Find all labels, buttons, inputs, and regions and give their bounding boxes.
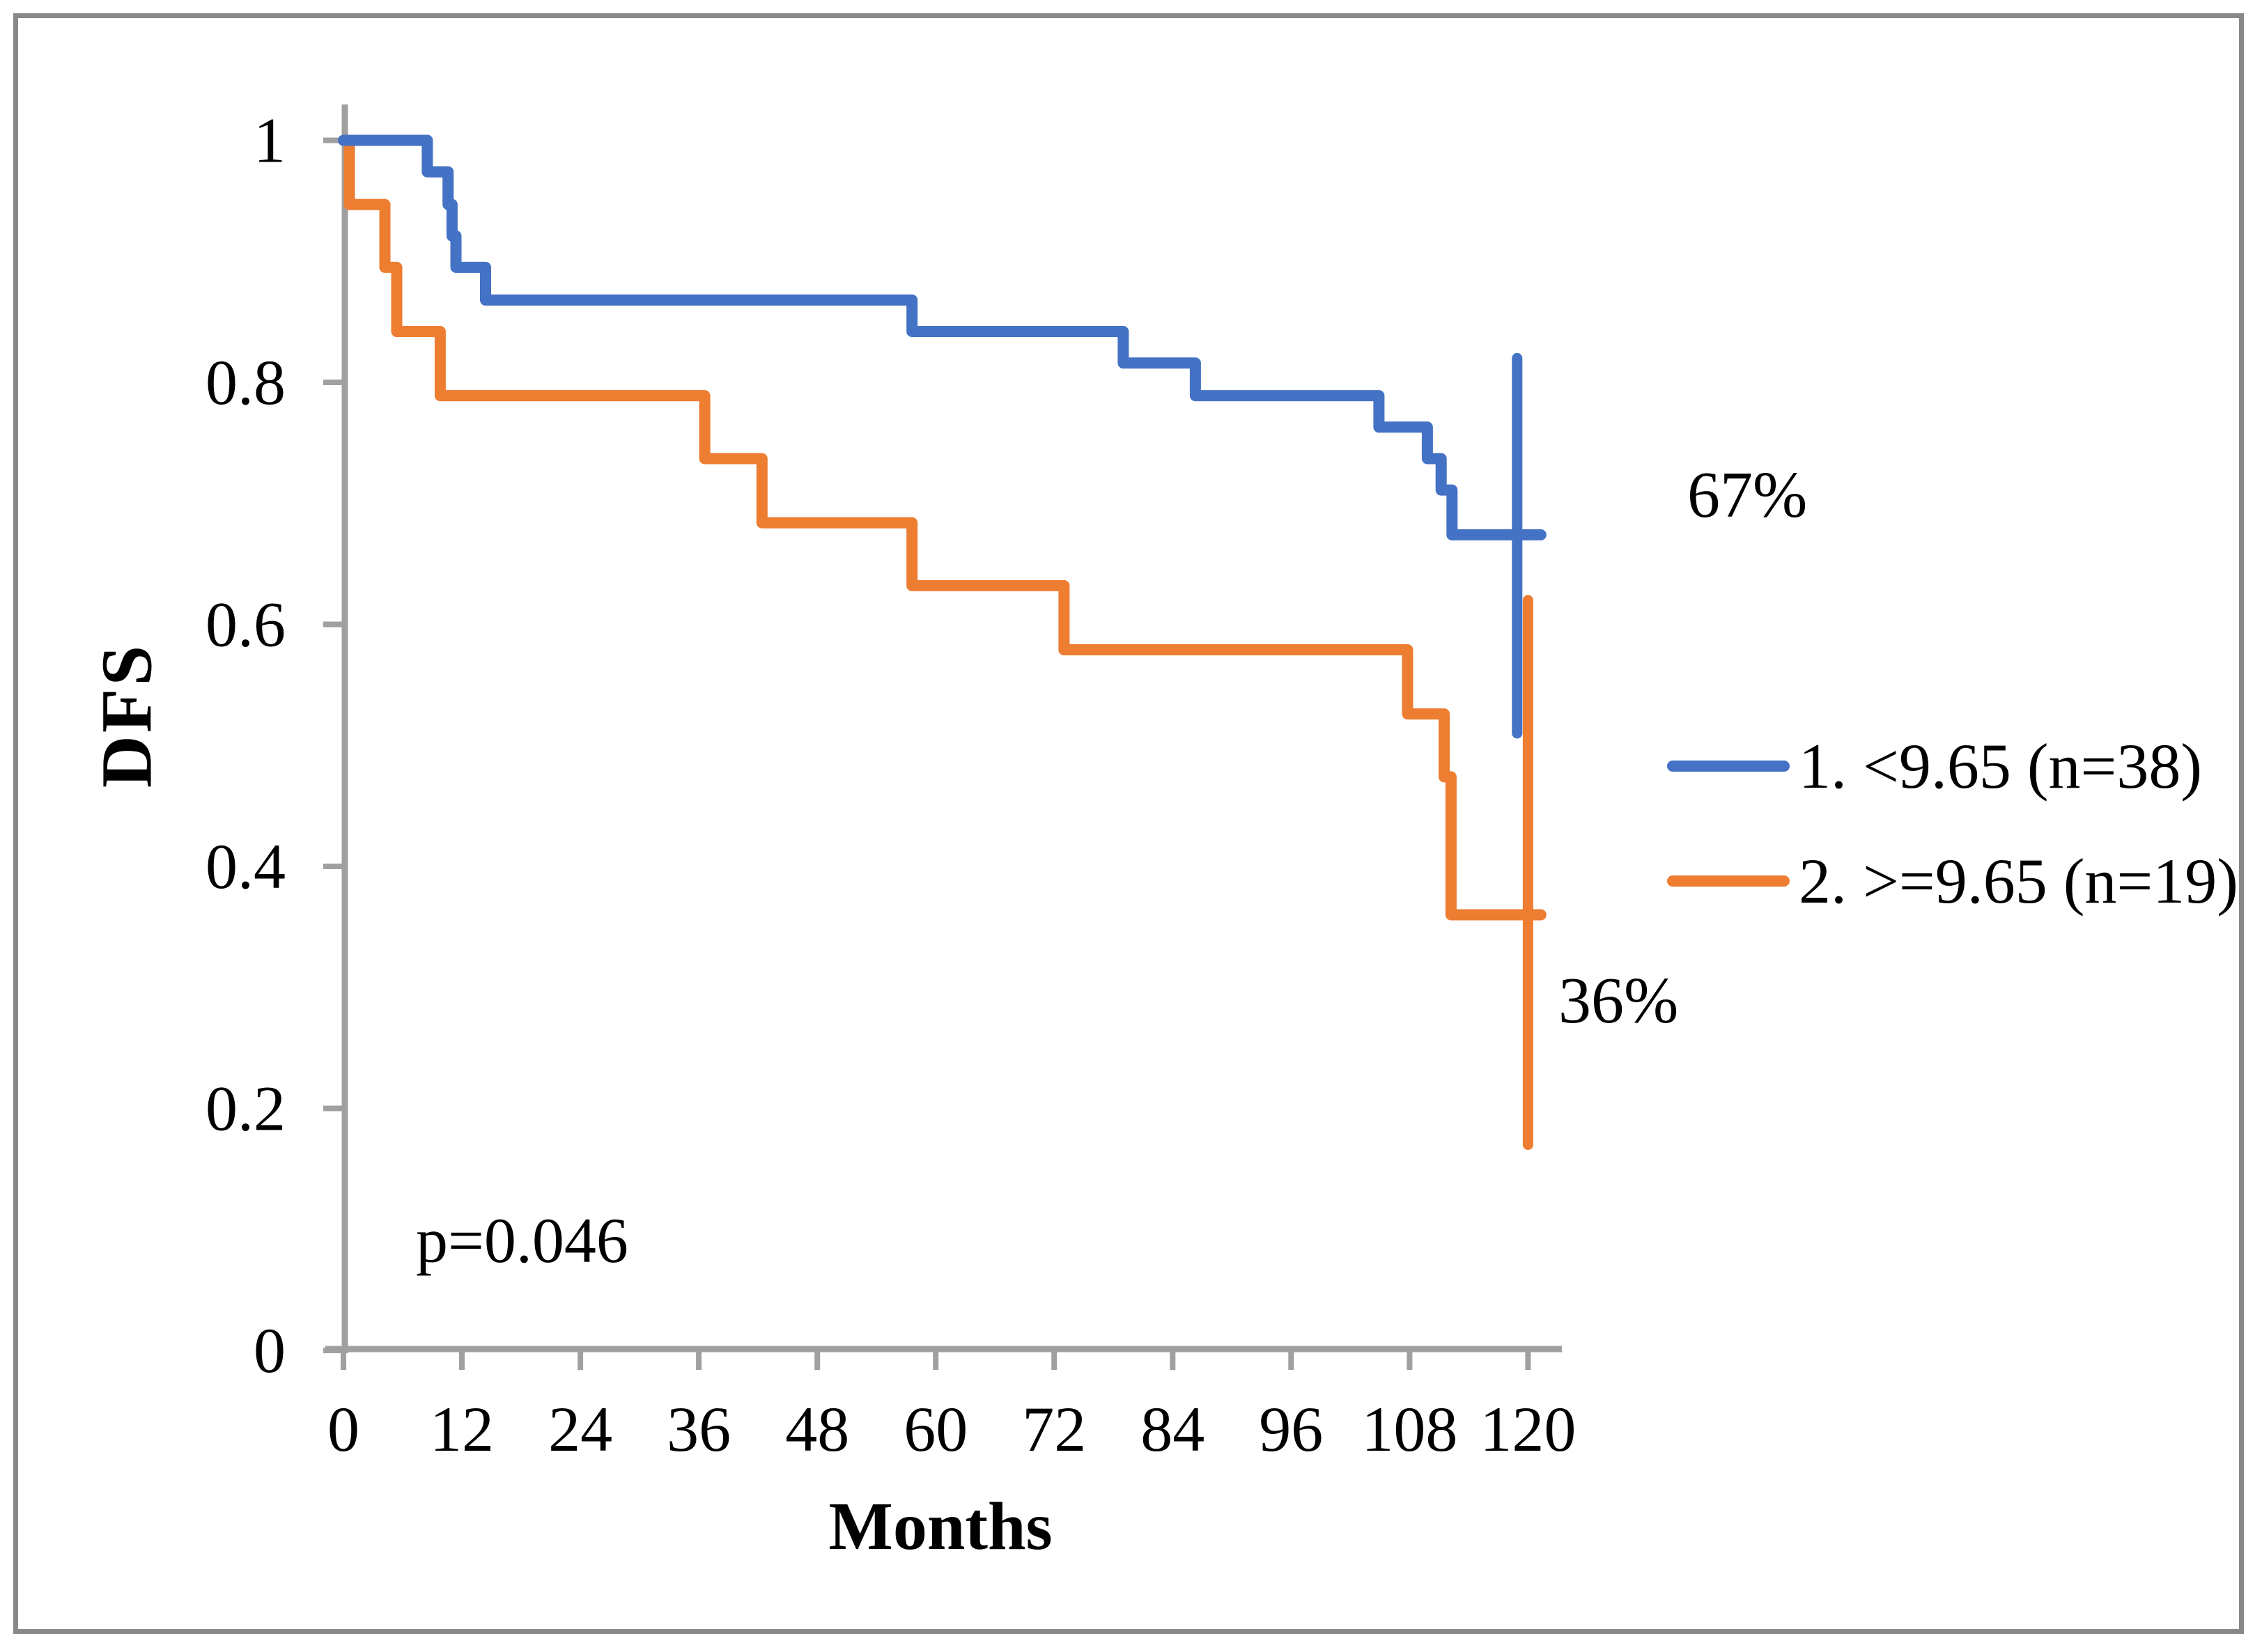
group1-final-percent-annotation: 67% [1687,459,1808,531]
y-tick-label: 0.2 [206,1073,286,1144]
y-tick-label: 0.4 [206,831,286,902]
y-tick-label: 0.8 [206,347,286,418]
series-1-curve [338,134,1547,540]
y-axis-title: DFS [86,642,167,788]
series-2-curve [338,134,1547,921]
x-tick-label: 48 [785,1394,849,1465]
x-axis-title: Months [828,1489,1053,1564]
y-tick-label: 0 [254,1315,286,1386]
p-value-annotation: p=0.046 [416,1205,628,1276]
x-tick-label: 84 [1140,1394,1204,1465]
x-tick-label: 60 [904,1394,968,1465]
figure-border [13,13,2244,1634]
x-tick-label: 24 [548,1394,612,1465]
x-tick-label: 120 [1480,1394,1576,1465]
x-tick-label: 108 [1361,1394,1457,1465]
x-tick-label: 0 [327,1394,359,1465]
y-tick-label: 1 [254,105,286,176]
y-tick-label: 0.6 [206,589,286,660]
x-tick-label: 36 [667,1394,731,1465]
x-tick-label: 12 [430,1394,494,1465]
group2-final-percent-annotation: 36% [1558,965,1679,1037]
x-tick-label: 72 [1022,1394,1086,1465]
x-tick-label: 96 [1259,1394,1323,1465]
